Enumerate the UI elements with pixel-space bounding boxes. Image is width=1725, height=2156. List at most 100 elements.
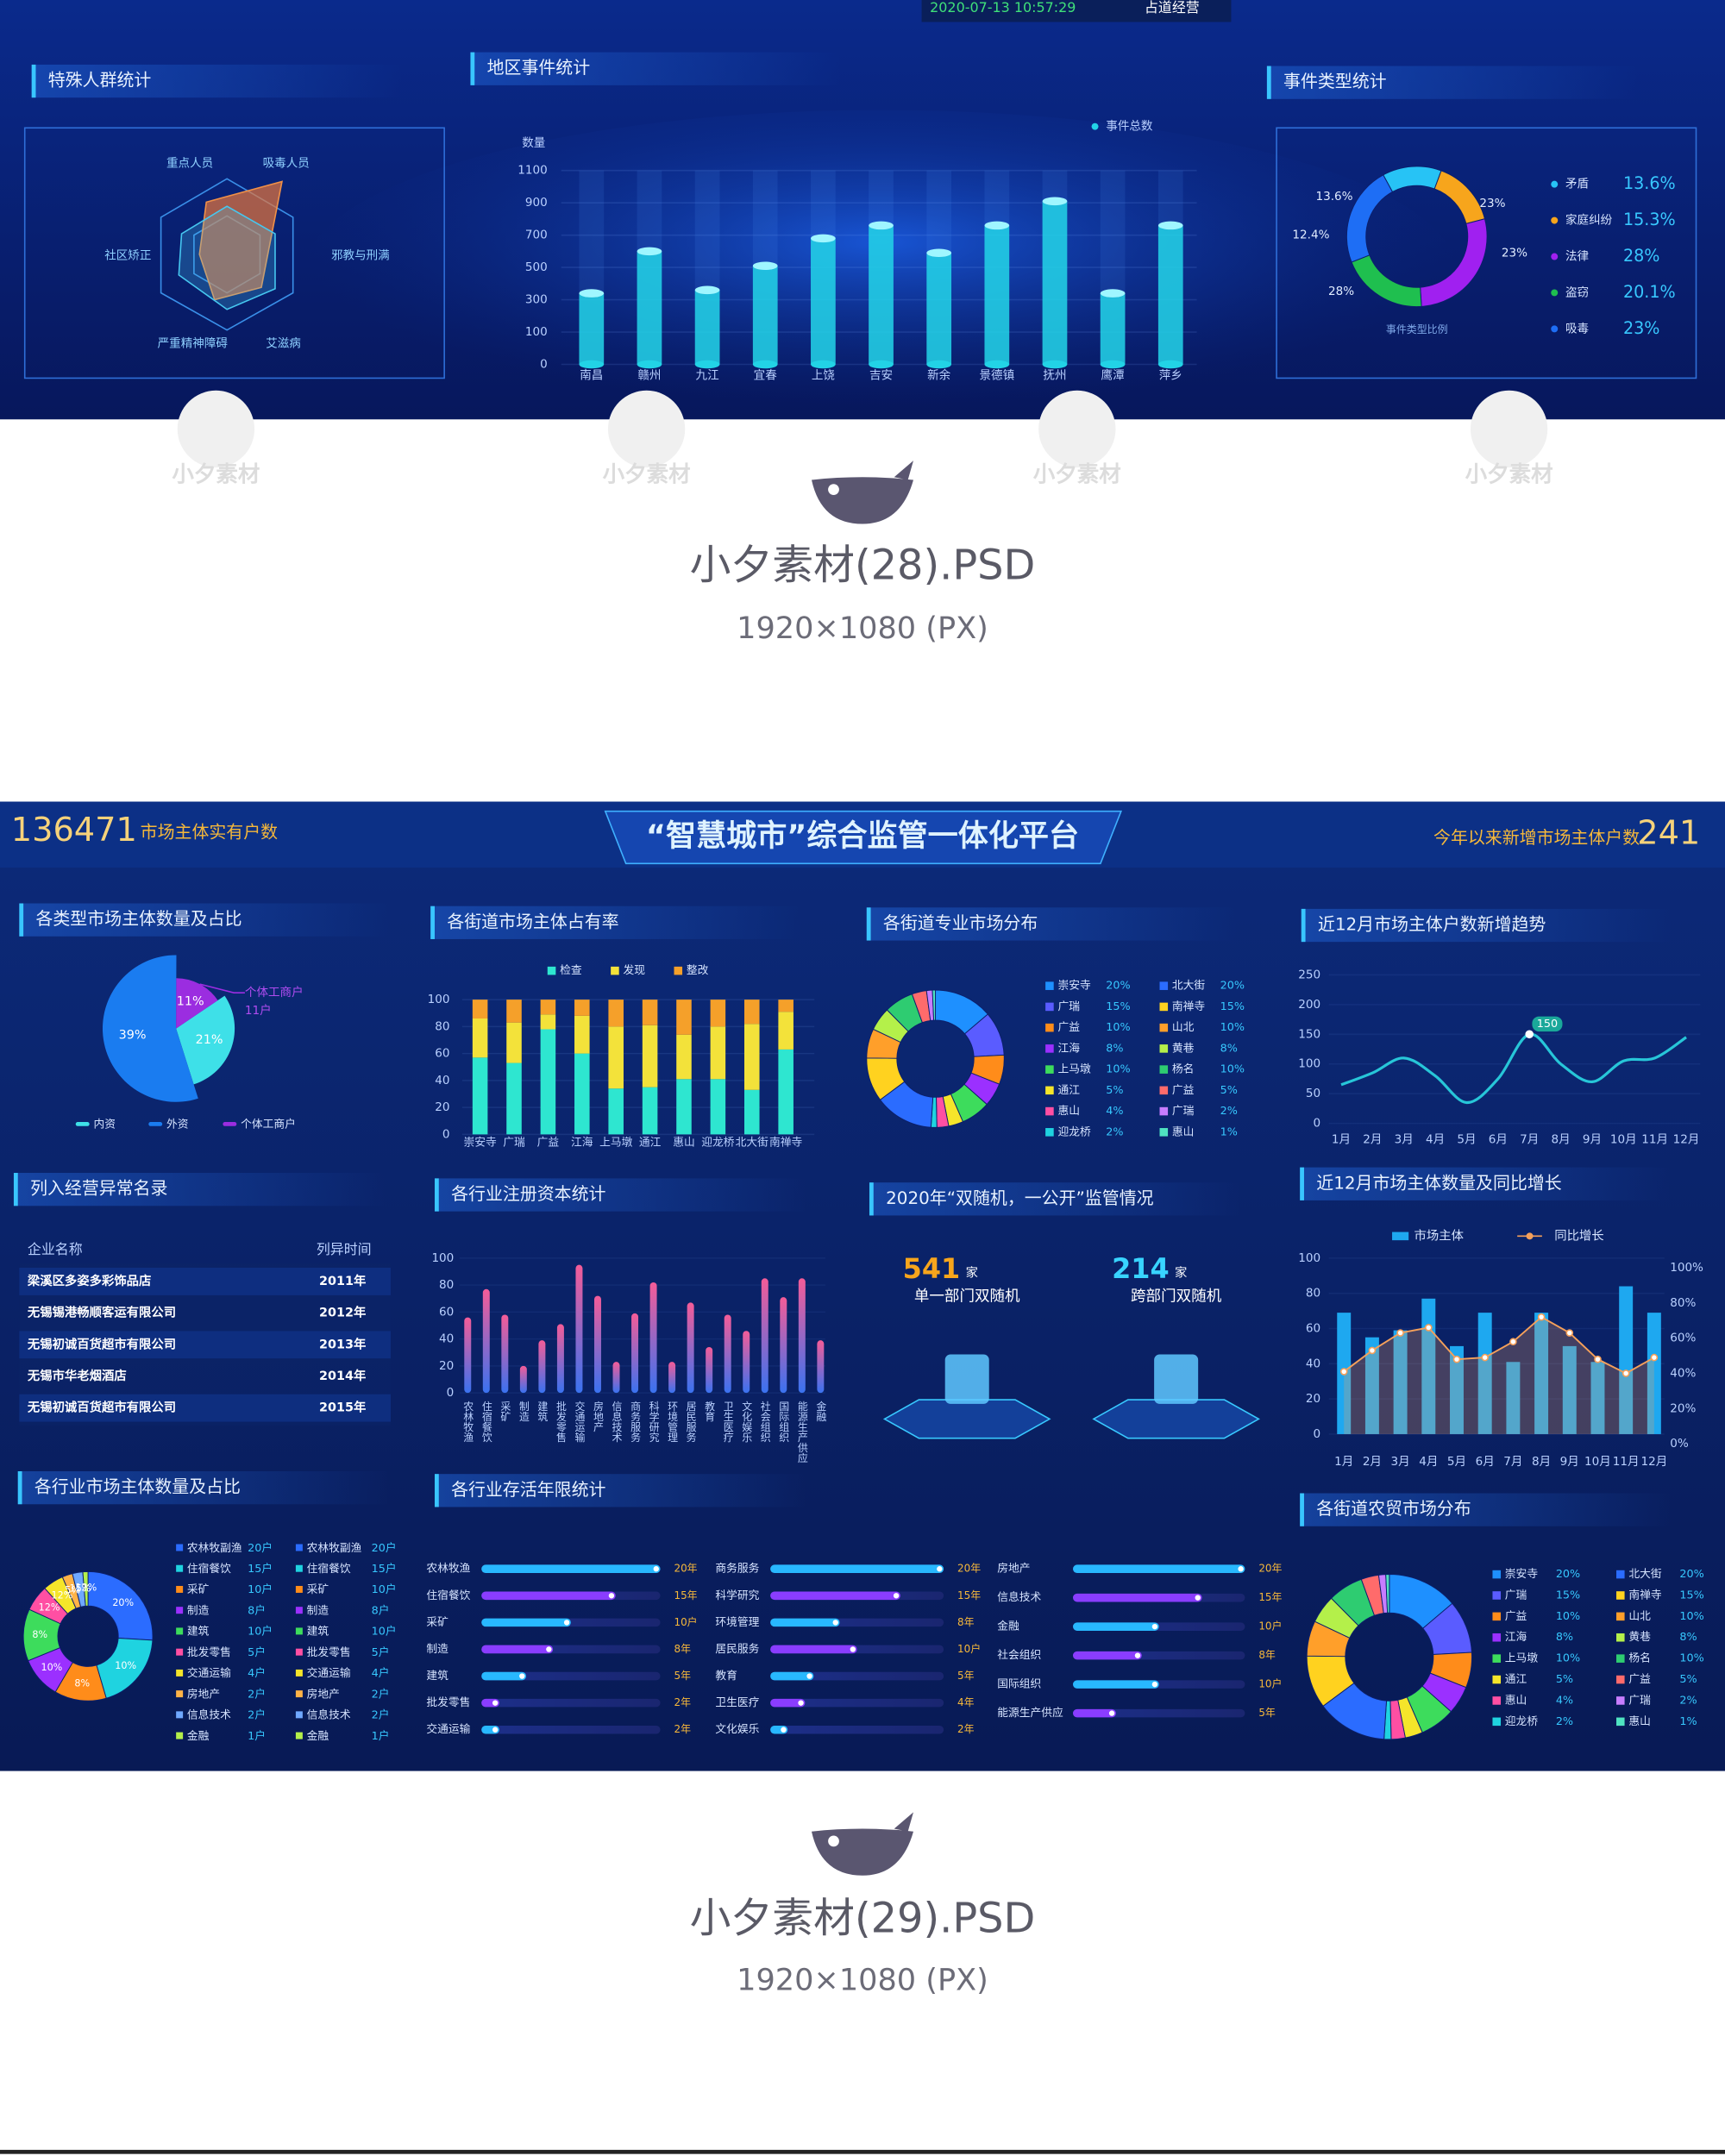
bar-value: 4年 <box>957 1696 975 1708</box>
legend-label: 农林牧副渔 <box>187 1542 242 1555</box>
legend-label: 崇安寺 <box>1057 980 1091 993</box>
donut-slice <box>82 1570 89 1607</box>
bar <box>743 1331 750 1394</box>
radar-area <box>178 205 276 310</box>
legend-label: 广益 <box>1172 1084 1195 1097</box>
table-row-band <box>19 1331 391 1359</box>
title-accent <box>1300 1493 1304 1526</box>
bar <box>637 251 662 365</box>
bar-segment <box>642 1000 658 1025</box>
bar <box>1073 1564 1245 1573</box>
legend-value: 15% <box>1556 1589 1580 1601</box>
bar <box>481 1591 616 1601</box>
line-point <box>1509 1338 1517 1346</box>
bar-segment <box>710 1000 726 1027</box>
legend-label: 批发零售 <box>187 1645 231 1659</box>
legend-value: 10户 <box>248 1583 273 1596</box>
bar <box>1647 1313 1661 1434</box>
legend-swatch <box>295 1585 303 1593</box>
legend-swatch <box>176 1627 184 1635</box>
legend-value: 28% <box>1623 246 1660 266</box>
bar-base <box>752 360 778 369</box>
inspection-label: 跨部门双随机 <box>1131 1288 1222 1306</box>
legend-swatch <box>1616 1633 1625 1642</box>
title-bar <box>869 1182 1241 1216</box>
panel-title: 近12月市场主体数量及同比增长 <box>1316 1173 1561 1193</box>
bar-track <box>770 1671 944 1681</box>
x-tick-label: 广瑞 <box>503 1136 525 1149</box>
x-tick-label: 南昌 <box>580 368 603 382</box>
line-point <box>1339 1368 1348 1376</box>
x-tick-label: 6月 <box>1489 1133 1508 1147</box>
x-tick-label: 广益 <box>537 1136 560 1149</box>
title-accent <box>19 903 24 937</box>
legend-label: 上马墩 <box>1057 1063 1091 1076</box>
x-tick-label: 8月 <box>1551 1133 1570 1147</box>
radar-ring <box>160 178 294 331</box>
bar <box>724 1314 731 1394</box>
line-point <box>1481 1353 1489 1362</box>
table-cell: 无锡市华老烟酒店 <box>27 1368 127 1383</box>
bar <box>1042 201 1068 365</box>
legend-label: 上马墩 <box>1505 1652 1539 1665</box>
legend-label: 崇安寺 <box>1505 1568 1539 1581</box>
x-tick-label: 通江 <box>639 1136 662 1149</box>
bar-label: 卫生医疗 <box>715 1696 759 1709</box>
legend-swatch <box>611 966 619 975</box>
logo <box>811 1812 914 1876</box>
bar-label: 教育 <box>715 1669 737 1683</box>
legend-label: 房地产 <box>187 1687 220 1701</box>
platform <box>882 1399 1051 1439</box>
inspection-value: 541 <box>903 1252 961 1285</box>
legend-value: 2户 <box>372 1708 390 1722</box>
bar-label: 建筑 <box>426 1669 448 1683</box>
legend-swatch <box>176 1690 184 1698</box>
y2-tick-label: 60% <box>1670 1332 1696 1345</box>
bar-knob <box>1108 1710 1115 1716</box>
legend-swatch <box>295 1627 303 1635</box>
slice-label: 21% <box>196 1033 223 1047</box>
bar <box>694 290 720 365</box>
x-tick-label: 信息技术 <box>611 1401 623 1442</box>
x-tick-label: 1月 <box>1332 1133 1351 1147</box>
bar-label: 房地产 <box>997 1562 1030 1576</box>
line-point <box>1650 1353 1659 1362</box>
legend-swatch <box>1159 1023 1169 1032</box>
legend-value: 8% <box>1106 1042 1123 1055</box>
x-tick-label: 环境管理 <box>667 1401 679 1443</box>
x-tick-label: 卫生医疗 <box>722 1401 734 1443</box>
bar-knob <box>781 1727 787 1733</box>
y-tick-label: 20 <box>439 1359 454 1373</box>
bar-base <box>926 360 952 369</box>
bar-knob <box>519 1673 525 1679</box>
x-tick-label: 上饶 <box>812 368 836 382</box>
panel-title: 各街道市场主体占有率 <box>447 912 618 931</box>
legend-value: 1% <box>1220 1125 1238 1138</box>
legend-value: 8% <box>1220 1042 1238 1055</box>
x-tick-label: 11月 <box>1641 1133 1668 1147</box>
legend-swatch <box>1492 1654 1502 1663</box>
bar <box>1619 1286 1634 1434</box>
title-accent <box>1300 1167 1304 1200</box>
legend-value: 5% <box>1220 1084 1238 1097</box>
bar-segment <box>642 1025 658 1087</box>
table-header: 列异时间 <box>317 1241 372 1257</box>
bar <box>798 1278 806 1394</box>
line-point <box>1594 1355 1602 1363</box>
bar-track <box>770 1725 944 1734</box>
legend-swatch <box>1492 1633 1502 1642</box>
donut-annotation: 23% <box>1502 246 1527 260</box>
legend-label: 金融 <box>187 1729 210 1743</box>
bar-knob <box>1134 1652 1141 1658</box>
bar-cap <box>869 221 894 230</box>
legend-value: 20% <box>1106 980 1130 993</box>
line-point <box>1424 1324 1433 1332</box>
bar-knob <box>850 1646 856 1652</box>
bar <box>1073 1680 1159 1689</box>
bar-segment <box>743 1000 760 1025</box>
bar <box>631 1313 639 1394</box>
table-row-band <box>19 1394 391 1422</box>
x-tick-label: 3月 <box>1395 1133 1414 1147</box>
title-bar <box>1301 908 1673 943</box>
x-tick-label: 新余 <box>927 367 951 382</box>
